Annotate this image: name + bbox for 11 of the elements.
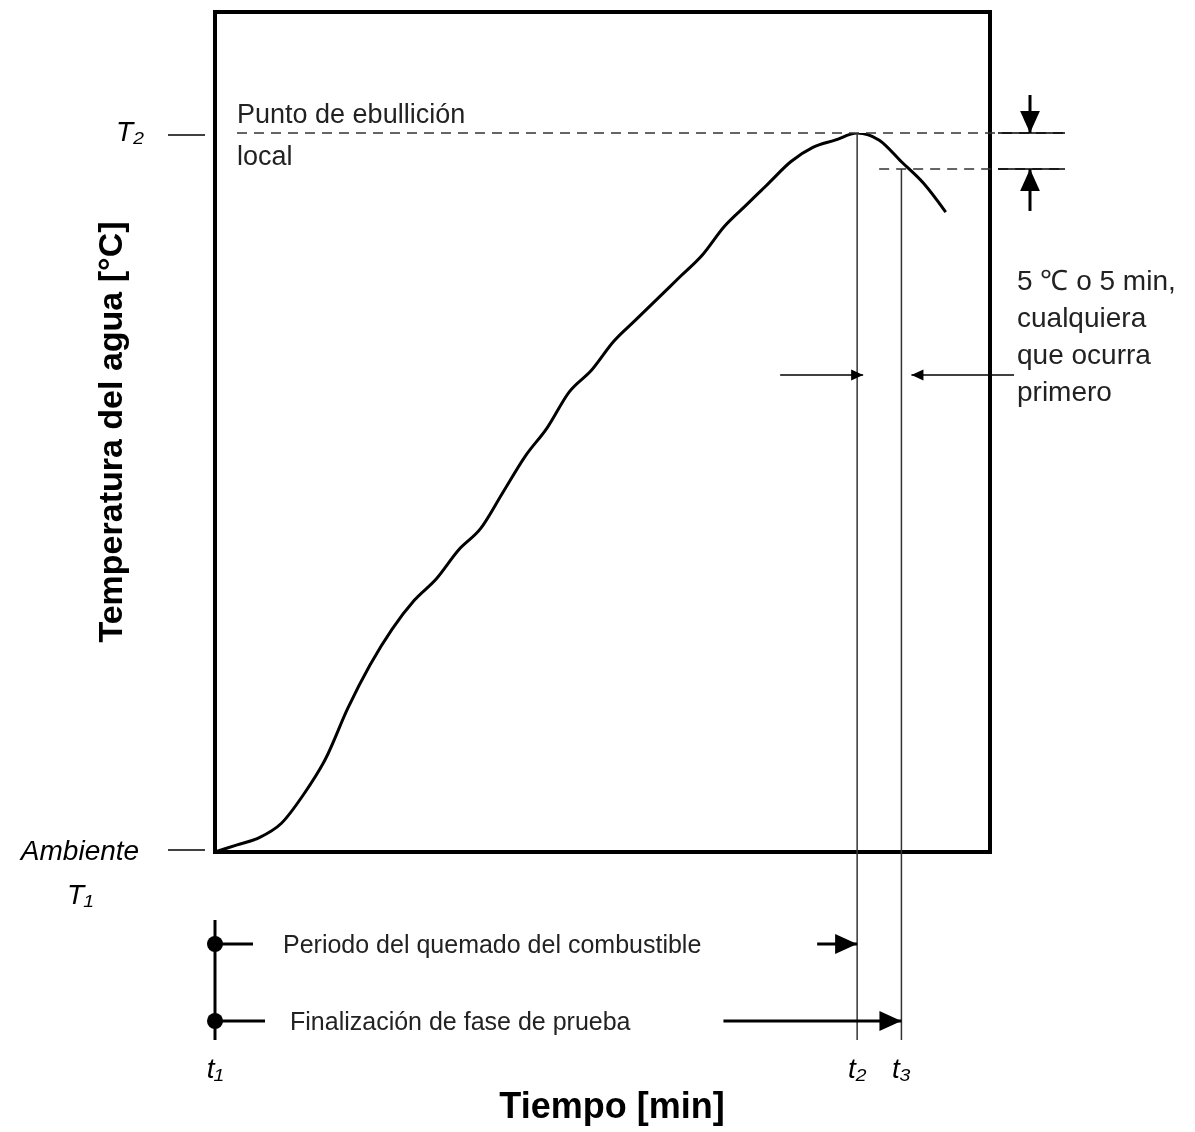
x-tick-label: t₁ bbox=[206, 1053, 224, 1084]
text: Ambiente T₁ bbox=[18, 835, 140, 910]
ref-line-label: Punto de ebullición local bbox=[237, 99, 466, 171]
x-axis-title: Tiempo [min] bbox=[499, 1085, 725, 1126]
text: Finalización de fase de prueba bbox=[290, 1007, 631, 1035]
y-axis-title: Temperatura del agua [°C] bbox=[91, 221, 129, 643]
x-tick-label: t₂ bbox=[847, 1053, 867, 1084]
text: 5 ℃ o 5 min, cualquiera que ocurra primero bbox=[1017, 264, 1177, 409]
x-tick-label: t₃ bbox=[891, 1053, 911, 1084]
text: Periodo del quemado del combustible bbox=[283, 930, 702, 958]
text: T₂ bbox=[116, 116, 145, 147]
